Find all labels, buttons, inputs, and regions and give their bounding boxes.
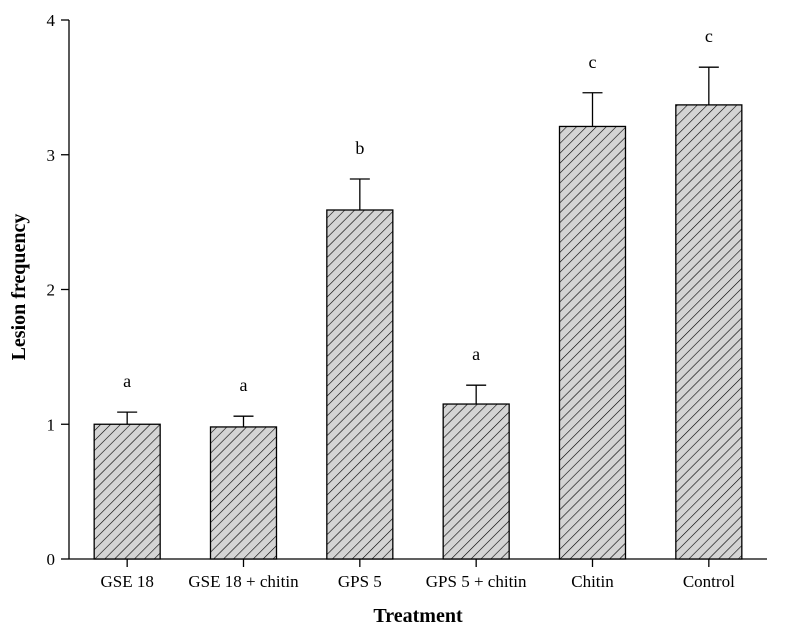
significance-label-1: a	[240, 375, 248, 395]
bar-1	[209, 426, 278, 560]
y-tick-label-3: 3	[47, 146, 56, 165]
x-tick-label-2: GPS 5	[338, 572, 382, 591]
x-tick-label-4: Chitin	[571, 572, 614, 591]
bar-5	[675, 104, 743, 560]
x-tick-label-0: GSE 18	[100, 572, 153, 591]
x-axis-title: Treatment	[373, 605, 463, 627]
x-tick-label-5: Control	[683, 572, 735, 591]
y-tick-label-2: 2	[47, 281, 56, 300]
labels: a GSE 18 a GSE 18 + chitin b GPS 5 a GPS 5 + ch…	[100, 26, 735, 591]
significance-label-0: a	[123, 371, 131, 391]
significance-label-4: c	[589, 52, 597, 72]
x-tick-label-3: GPS 5 + chitin	[426, 572, 527, 591]
y-tick-label-1: 1	[47, 415, 56, 434]
bar-4	[558, 125, 627, 560]
x-tick-label-1: GSE 18 + chitin	[188, 572, 299, 591]
bar-2	[326, 209, 394, 560]
bars	[93, 66, 743, 560]
bar-0	[93, 423, 161, 560]
significance-label-3: a	[472, 344, 480, 364]
axes: 0 1 2 3 4	[47, 11, 767, 569]
bar-3	[442, 403, 510, 560]
y-tick-label-4: 4	[47, 11, 56, 30]
y-axis-title: Lesion frequency	[8, 214, 30, 361]
significance-label-2: b	[355, 138, 364, 158]
y-tick-label-0: 0	[47, 550, 56, 569]
significance-label-5: c	[705, 26, 713, 46]
